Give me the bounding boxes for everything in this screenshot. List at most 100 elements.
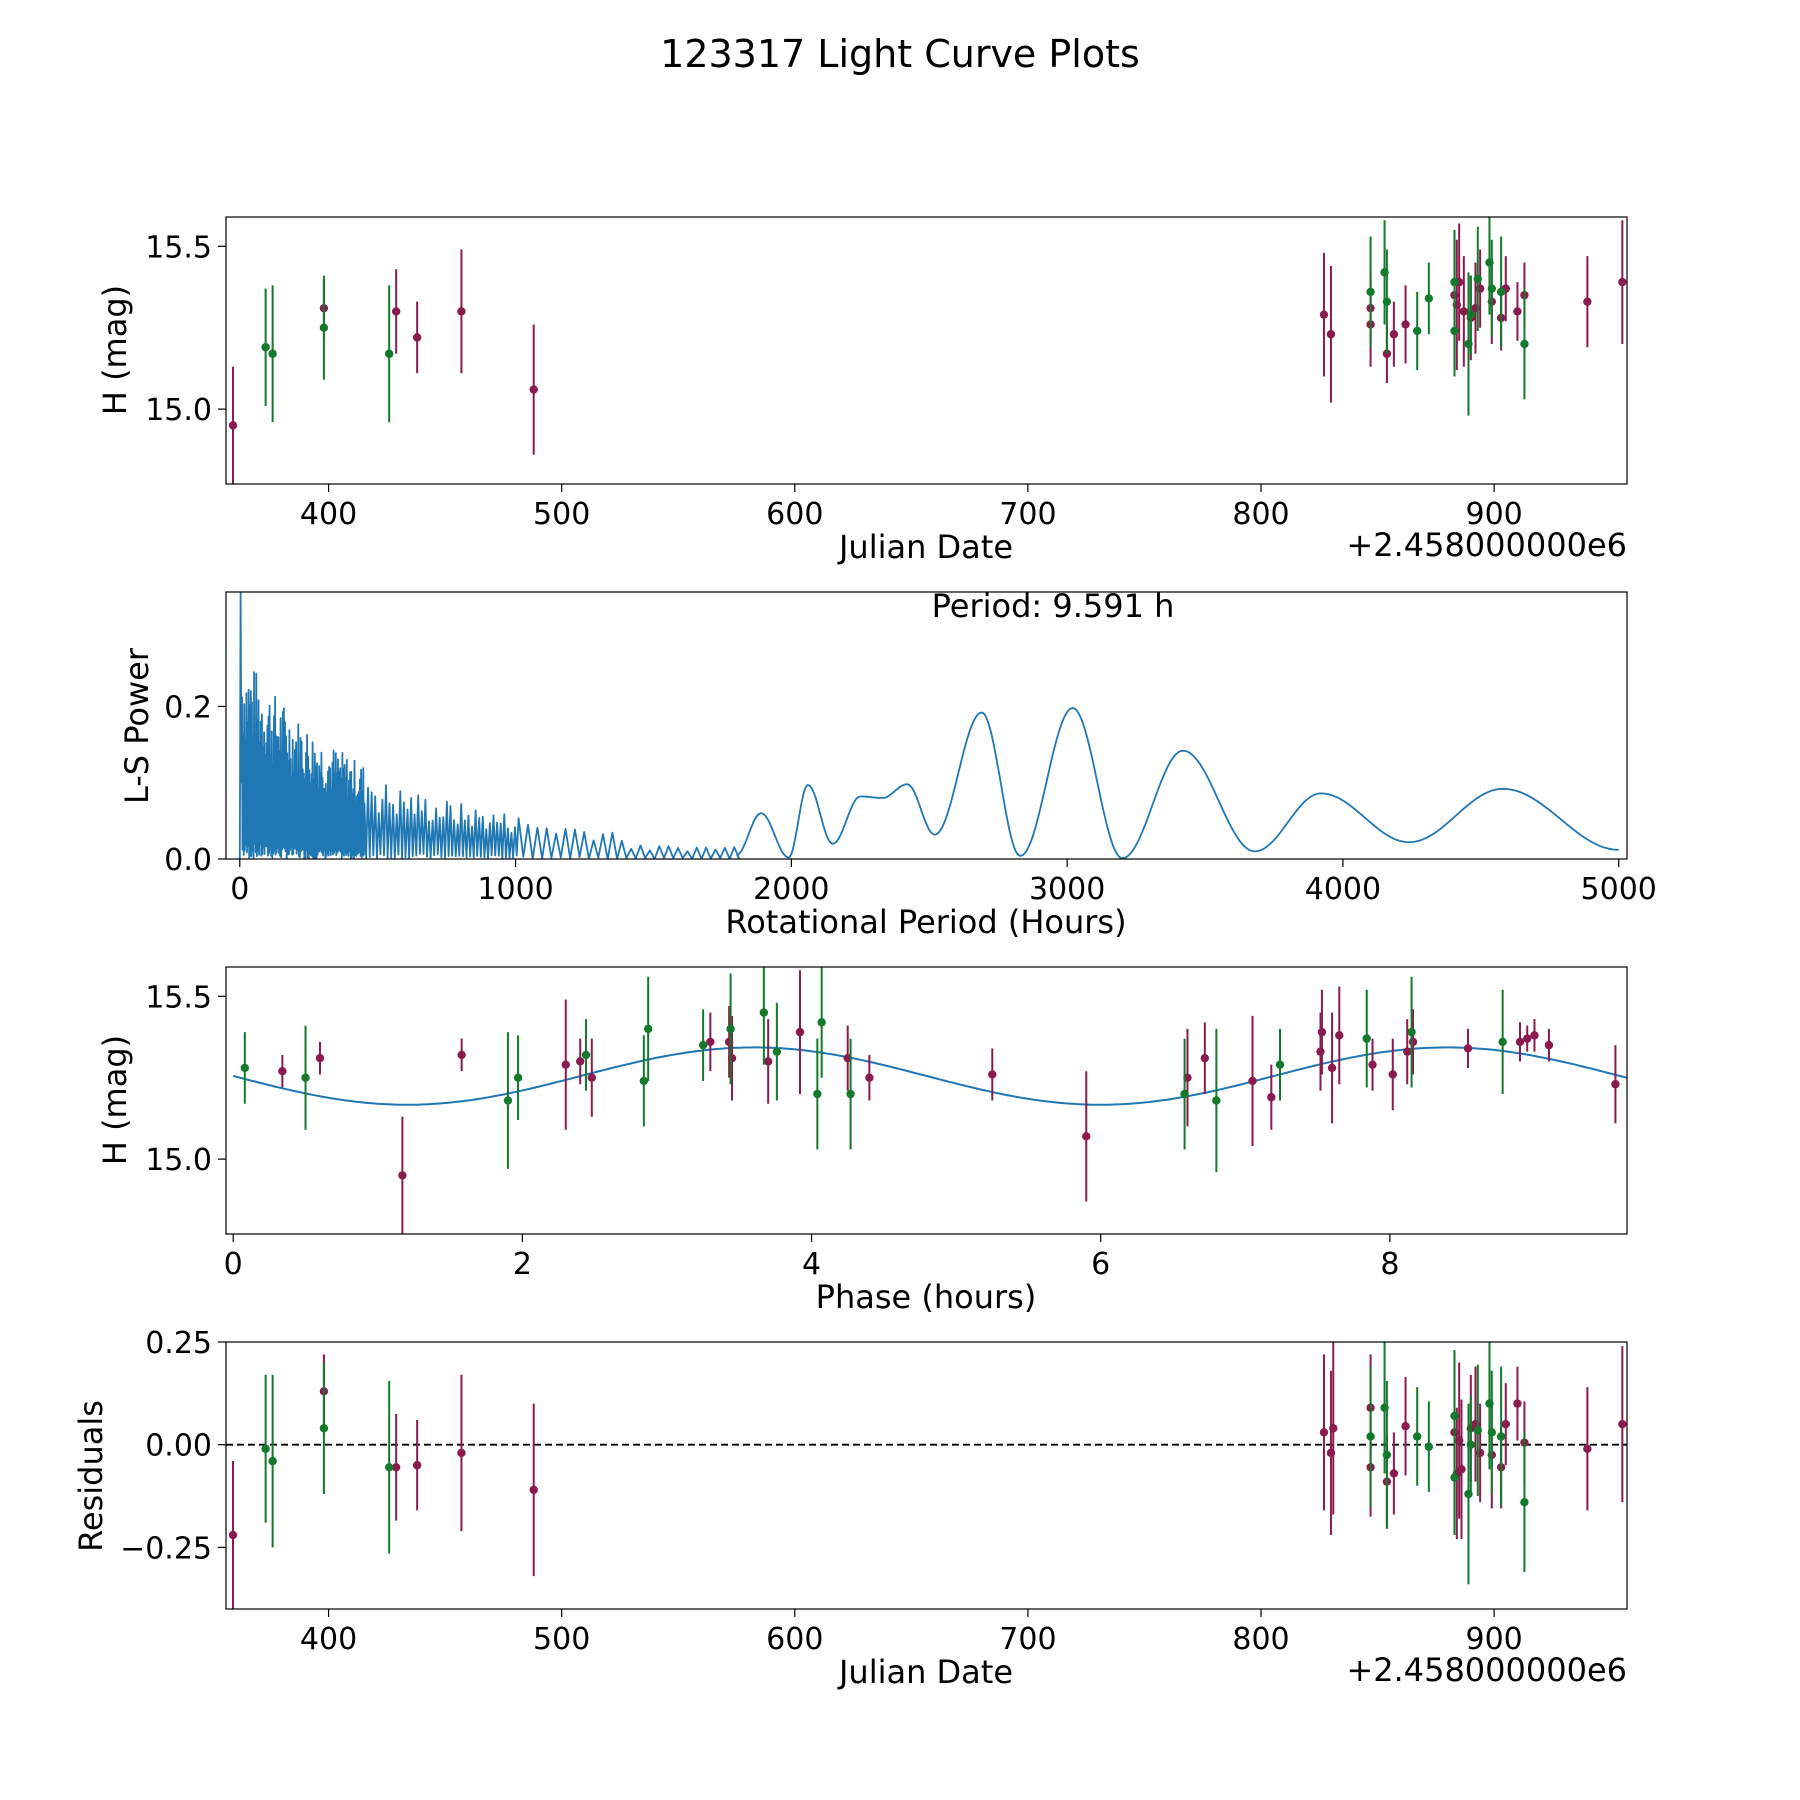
lightcurve-x-ticks: 400 500 600 700 800 900 bbox=[300, 484, 1523, 532]
periodogram-axes-frame bbox=[225, 591, 1628, 860]
data-point bbox=[1496, 1432, 1506, 1441]
data-point bbox=[1368, 1060, 1377, 1069]
residuals-x-ticks: 400 500 600 700 800 900 bbox=[300, 1609, 1523, 1657]
data-point bbox=[772, 1047, 782, 1056]
data-point bbox=[1082, 1132, 1091, 1141]
x-tick-label: 4 bbox=[802, 1247, 821, 1282]
data-point bbox=[1583, 1444, 1592, 1454]
data-point bbox=[576, 1057, 585, 1066]
x-tick-label: 600 bbox=[766, 497, 823, 532]
data-point bbox=[581, 1050, 591, 1060]
y-tick-label: −0.25 bbox=[120, 1531, 212, 1566]
residuals-panel: 400 500 600 700 800 900 0.25 0.00 −0.25 Julian … bbox=[72, 1326, 1628, 1691]
data-point bbox=[268, 1456, 277, 1466]
phased-y-ticks: 15.0 15.5 bbox=[145, 980, 226, 1178]
residuals-marks bbox=[226, 1342, 1627, 1609]
data-point bbox=[319, 1424, 329, 1433]
fit-curve bbox=[232, 1046, 1627, 1106]
period-annotation: Period: 9.591 h bbox=[932, 587, 1175, 625]
y-tick-label: 0.2 bbox=[164, 690, 212, 725]
x-tick-label: 2000 bbox=[753, 872, 829, 907]
x-tick-label: 700 bbox=[999, 1622, 1056, 1657]
data-point bbox=[1459, 307, 1469, 316]
phased-marks bbox=[232, 967, 1627, 1234]
x-tick-label: 8 bbox=[1380, 1247, 1399, 1282]
data-point bbox=[1403, 1047, 1412, 1056]
data-point bbox=[1473, 274, 1483, 284]
y-tick-label: 0.0 bbox=[164, 843, 212, 878]
residuals-axes-frame bbox=[225, 1341, 1628, 1610]
data-point bbox=[1513, 307, 1522, 316]
data-point bbox=[1463, 1044, 1473, 1053]
data-point bbox=[1329, 1424, 1338, 1433]
data-point bbox=[643, 1024, 653, 1034]
data-point bbox=[1466, 310, 1476, 319]
data-point bbox=[1487, 1428, 1496, 1437]
data-point bbox=[813, 1089, 822, 1099]
data-point bbox=[240, 1063, 249, 1073]
data-point bbox=[1618, 277, 1627, 287]
x-tick-label: 0 bbox=[224, 1247, 243, 1282]
data-point bbox=[1466, 1440, 1476, 1449]
data-point bbox=[1401, 1422, 1410, 1431]
lightcurve-panel: 400 500 600 700 800 900 15.015.5 Julian Date … bbox=[96, 216, 1628, 566]
x-tick-label: 400 bbox=[300, 1622, 357, 1657]
lightcurve-x-label: Julian Date bbox=[837, 528, 1013, 566]
data-point bbox=[261, 1444, 270, 1454]
data-point bbox=[315, 1053, 325, 1063]
data-point bbox=[1389, 330, 1399, 339]
x-tick-label: 3000 bbox=[1029, 872, 1105, 907]
data-point bbox=[1450, 277, 1459, 287]
data-point bbox=[1335, 1031, 1344, 1040]
data-point bbox=[726, 1024, 735, 1034]
x-tick-label: 800 bbox=[1232, 1622, 1289, 1657]
phased-panel: 0 2 4 6 8 15.0 15.5 Phase (hours) H (mag) bbox=[96, 966, 1628, 1316]
data-point bbox=[846, 1089, 855, 1099]
data-point bbox=[1515, 1037, 1525, 1047]
data-point bbox=[1275, 1060, 1285, 1069]
x-tick-label: 2 bbox=[513, 1247, 532, 1282]
data-point bbox=[1401, 320, 1410, 329]
data-point bbox=[1408, 1037, 1418, 1047]
data-point bbox=[1487, 284, 1496, 293]
x-tick-label: 500 bbox=[533, 1622, 590, 1657]
data-point bbox=[457, 307, 466, 316]
data-point bbox=[261, 343, 270, 352]
data-point bbox=[1316, 1047, 1325, 1056]
data-point bbox=[706, 1037, 715, 1047]
figure-title: 123317 Light Curve Plots bbox=[660, 32, 1140, 76]
data-point bbox=[529, 1485, 538, 1495]
data-point bbox=[384, 1463, 394, 1472]
data-point bbox=[1424, 294, 1434, 303]
data-point bbox=[228, 1530, 238, 1540]
data-point bbox=[1618, 1419, 1627, 1429]
data-point bbox=[319, 323, 329, 332]
data-point bbox=[1513, 1399, 1522, 1408]
data-point bbox=[1520, 1498, 1529, 1507]
y-tick-label: 15.5 bbox=[145, 230, 212, 265]
data-point bbox=[278, 1066, 287, 1076]
y-tick-label: 0.00 bbox=[145, 1429, 212, 1464]
data-point bbox=[698, 1040, 708, 1050]
data-point bbox=[1388, 1070, 1397, 1079]
data-point bbox=[1412, 1432, 1422, 1441]
phased-y-label: H (mag) bbox=[96, 1035, 134, 1165]
lightcurve-offset-text: +2.458000000e6 bbox=[1346, 526, 1627, 564]
x-tick-label: 6 bbox=[1091, 1247, 1110, 1282]
data-point bbox=[1583, 297, 1592, 306]
residuals-y-ticks: 0.25 0.00 −0.25 bbox=[120, 1326, 226, 1566]
data-point bbox=[1317, 1027, 1327, 1037]
periodogram-y-label: L-S Power bbox=[118, 647, 156, 804]
x-tick-label: 600 bbox=[766, 1622, 823, 1657]
data-point bbox=[1450, 1411, 1459, 1421]
data-point bbox=[1326, 330, 1336, 339]
x-tick-label: 5000 bbox=[1581, 872, 1657, 907]
y-tick-label: 15.0 bbox=[145, 1143, 212, 1178]
data-point bbox=[1212, 1096, 1221, 1105]
data-point bbox=[1389, 1469, 1399, 1478]
data-point bbox=[1501, 1419, 1510, 1429]
x-tick-label: 4000 bbox=[1305, 872, 1381, 907]
data-point bbox=[1450, 1473, 1459, 1482]
x-tick-label: 400 bbox=[300, 497, 357, 532]
